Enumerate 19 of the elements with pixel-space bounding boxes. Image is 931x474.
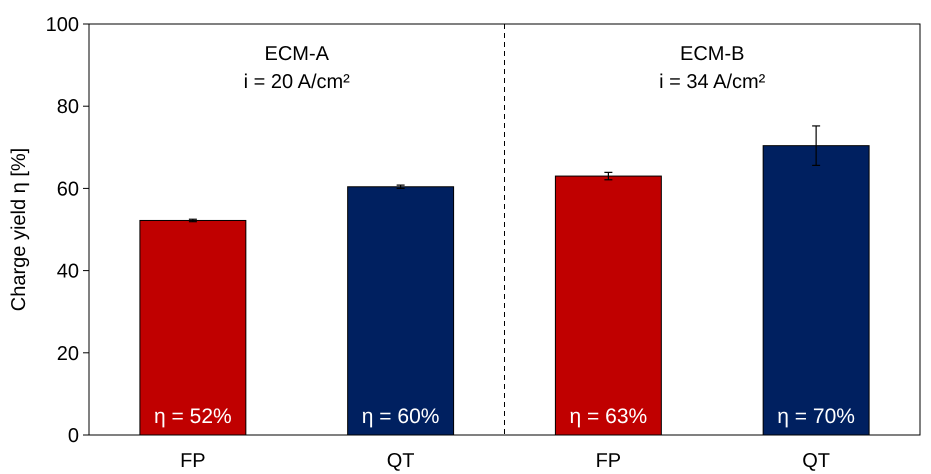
data-label: η = 52% (154, 405, 232, 428)
data-label: η = 63% (570, 405, 648, 428)
y-tick-label: 80 (56, 96, 79, 118)
y-tick-label: 60 (56, 178, 79, 200)
annotation: ECM-B (680, 43, 744, 65)
y-tick-label: 40 (56, 260, 79, 283)
annotation: ECM-A (264, 43, 330, 65)
y-tick-label: 100 (46, 14, 79, 36)
y-tick-label: 20 (56, 342, 79, 365)
data-label: η = 60% (362, 405, 440, 428)
y-axis-title: Charge yield η [%] (8, 148, 30, 312)
x-tick-label: QT (802, 450, 830, 472)
data-label: η = 70% (777, 405, 855, 428)
annotation: i = 20 A/cm² (244, 71, 350, 93)
x-tick-label: FP (596, 450, 622, 472)
annotation: i = 34 A/cm² (659, 71, 766, 93)
x-tick-label: FP (180, 450, 206, 472)
x-tick-label: QT (386, 450, 415, 472)
y-tick-label: 0 (68, 425, 79, 447)
